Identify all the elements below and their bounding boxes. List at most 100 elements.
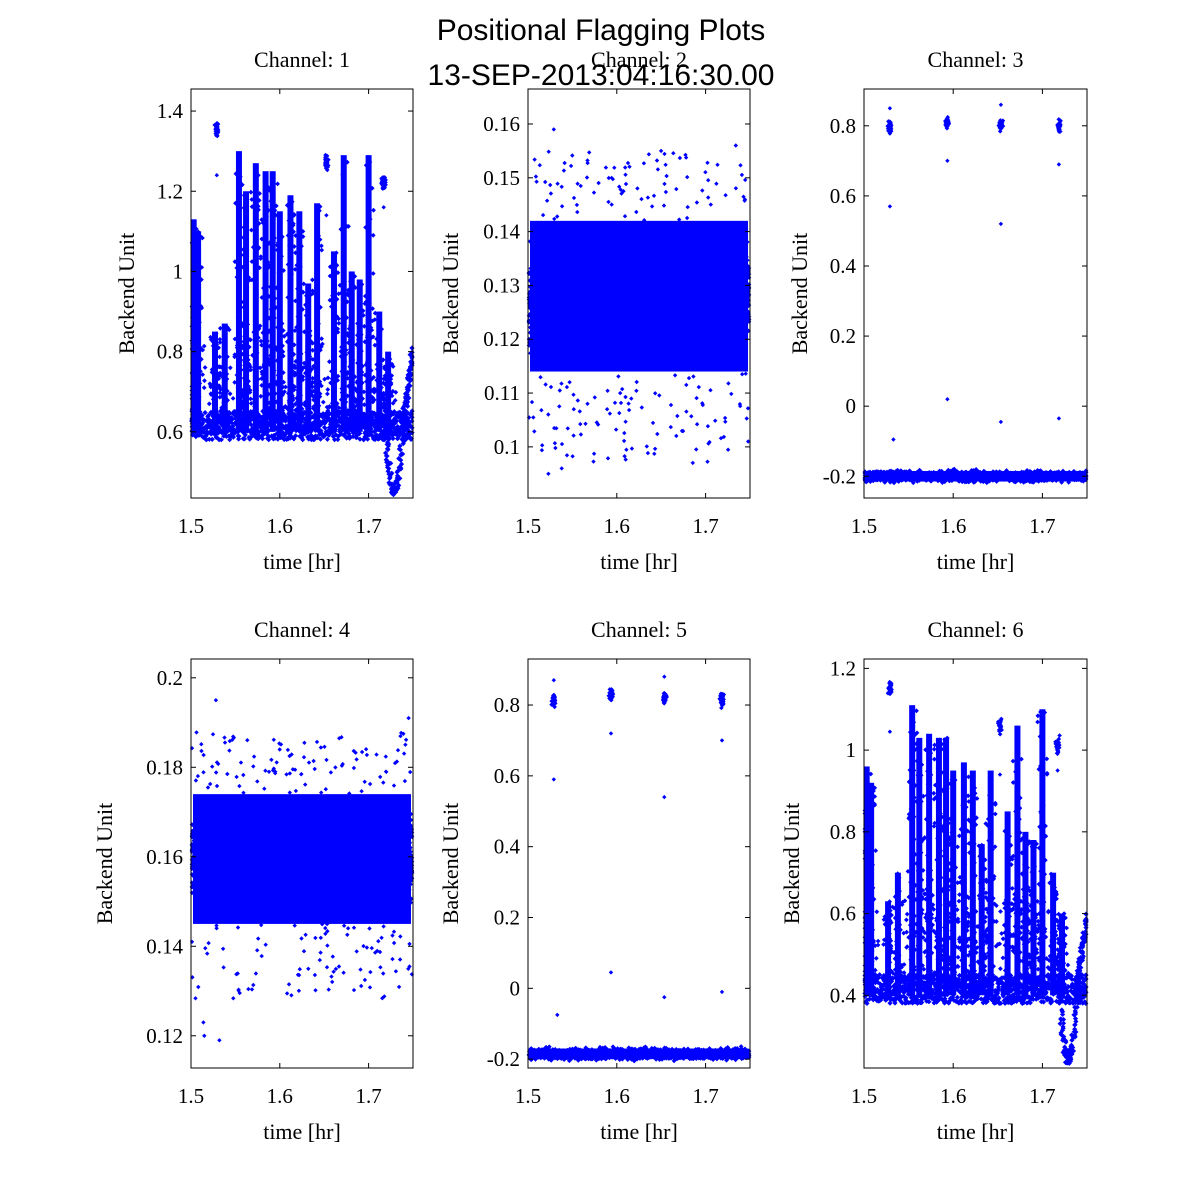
y-tick-label: 0.2 (494, 906, 520, 930)
y-tick-label: 0.1 (494, 435, 520, 459)
spike-6-12 (969, 770, 976, 996)
figure-title-line2: 13-SEP-2013:04:16:30.00 (428, 59, 775, 92)
markers-6 (862, 679, 1089, 1066)
y-tick-label: 0.18 (146, 755, 183, 779)
axes-frame-5 (527, 658, 751, 1069)
axes-frame-2 (527, 88, 751, 499)
y-tick-label: 0.8 (494, 693, 520, 717)
spike-6-17 (1022, 831, 1029, 996)
y-axis-label-4: Backend Unit (92, 803, 117, 925)
chart-panel-6: 1.5 1.6 1.7 0.4 0.6 0.8 1 1.2 Channel: 6 time [hr… (779, 617, 1089, 1144)
spike-6-21 (1059, 913, 1066, 996)
y-tick-label: 1 (846, 738, 857, 762)
chart-title-6: Channel: 6 (928, 617, 1024, 642)
x-axis-label-3: time [hr] (937, 549, 1015, 574)
figure-title-line1: Positional Flagging Plots (437, 14, 766, 47)
x-tick-label: 1.6 (267, 1084, 293, 1108)
y-axis-label-6: Backend Unit (779, 803, 804, 925)
y-tick-label: 0.14 (146, 934, 183, 958)
markers-4 (189, 698, 415, 1043)
chart-title-3: Channel: 3 (928, 47, 1024, 72)
y-tick-label: 0.4 (830, 983, 857, 1007)
spike-6-15 (1004, 811, 1011, 996)
spike-6-2 (868, 782, 875, 996)
spike-6-9 (943, 737, 950, 996)
y-axis-label-3: Backend Unit (787, 233, 812, 355)
spike-6-8 (935, 737, 942, 996)
spike-1-5 (235, 151, 242, 432)
x-axis-label-5: time [hr] (600, 1119, 678, 1144)
spike-1-15 (330, 251, 337, 432)
x-tick-label: 1.7 (355, 514, 381, 538)
chart-title-1: Channel: 1 (254, 47, 350, 72)
axes-frame-6 (863, 658, 1088, 1069)
chart-panel-4: 1.5 1.6 1.7 0.12 0.14 0.16 0.18 0.2 Channel: 4 ti… (92, 617, 415, 1144)
markers-1 (189, 120, 415, 498)
chart-panel-5: 1.5 1.6 1.7 -0.2 0 0.2 0.4 0.6 0.8 Channel: 5 time… (438, 617, 752, 1144)
y-tick-label: 0.2 (830, 324, 856, 348)
y-tick-label: 0.8 (830, 820, 856, 844)
y-axis-label-5: Backend Unit (438, 803, 463, 925)
x-tick-label: 1.7 (692, 1084, 718, 1108)
y-tick-label: 0.13 (483, 273, 520, 297)
spike-6-14 (987, 770, 994, 996)
axes-frame-4 (190, 658, 414, 1069)
y-tick-label: 1.4 (157, 99, 184, 123)
axes-frame-1 (190, 88, 414, 499)
x-tick-label: 1.6 (604, 514, 630, 538)
chart-panel-2: 1.5 1.6 1.7 0.1 0.11 0.12 0.13 0.14 0.15 0.16 Chan… (438, 47, 752, 574)
y-tick-label: 0 (510, 976, 521, 1000)
y-tick-label: 0.4 (494, 835, 521, 859)
y-tick-label: 0.12 (146, 1024, 183, 1048)
spike-1-13 (305, 283, 312, 432)
chart-title-5: Channel: 5 (591, 617, 687, 642)
spike-6-11 (960, 762, 967, 996)
spike-1-14 (314, 203, 321, 432)
plot-area-5 (527, 658, 751, 1069)
spike-1-20 (376, 311, 383, 432)
spike-1-18 (356, 279, 363, 432)
x-tick-label: 1.5 (515, 1084, 541, 1108)
y-tick-label: 0.2 (157, 666, 183, 690)
x-tick-label: 1.5 (178, 514, 204, 538)
y-tick-label: 1 (173, 259, 184, 283)
scatter-points-4 (189, 698, 415, 1043)
y-tick-label: 0.16 (146, 845, 183, 869)
x-tick-label: 1.6 (940, 1084, 966, 1108)
scatter-points-3 (862, 102, 1089, 486)
spike-6-4 (894, 872, 901, 996)
spike-1-6 (243, 191, 250, 432)
y-tick-label: -0.2 (487, 1047, 520, 1071)
spike-1-1 (190, 219, 197, 432)
y-tick-label: 1.2 (830, 656, 856, 680)
chart-panels: 1.5 1.6 1.7 0.6 0.8 1 1.2 1.4 Channel: 1 time [hr… (92, 47, 1089, 1144)
y-tick-label: 0.6 (830, 184, 856, 208)
y-tick-label: 0.15 (483, 166, 520, 190)
x-tick-label: 1.6 (940, 514, 966, 538)
x-axis-label-2: time [hr] (600, 549, 678, 574)
x-tick-label: 1.7 (355, 1084, 381, 1108)
spike-6-19 (1039, 709, 1046, 996)
y-tick-label: 1.2 (157, 179, 183, 203)
x-axis-label-6: time [hr] (937, 1119, 1015, 1144)
spike-1-12 (296, 211, 303, 432)
spike-1-19 (365, 155, 372, 432)
chart-panel-1: 1.5 1.6 1.7 0.6 0.8 1 1.2 1.4 Channel: 1 time [hr… (114, 47, 415, 574)
y-tick-label: 0.6 (830, 902, 856, 926)
scatter-points-2 (526, 127, 752, 476)
y-tick-label: 0.4 (830, 254, 857, 278)
y-tick-label: 0.8 (157, 340, 183, 364)
x-axis-label-1: time [hr] (263, 549, 341, 574)
scatter-points-6 (862, 679, 1089, 1066)
spike-1-10 (276, 211, 283, 432)
x-tick-label: 1.5 (851, 1084, 877, 1108)
y-axis-label-1: Backend Unit (114, 233, 139, 355)
axes-frame-3 (863, 88, 1088, 499)
x-tick-label: 1.6 (604, 1084, 630, 1108)
y-tick-label: 0.11 (484, 381, 520, 405)
x-tick-label: 1.5 (851, 514, 877, 538)
x-axis-label-4: time [hr] (263, 1119, 341, 1144)
y-tick-label: 0.8 (830, 114, 856, 138)
x-tick-label: 1.5 (178, 1084, 204, 1108)
